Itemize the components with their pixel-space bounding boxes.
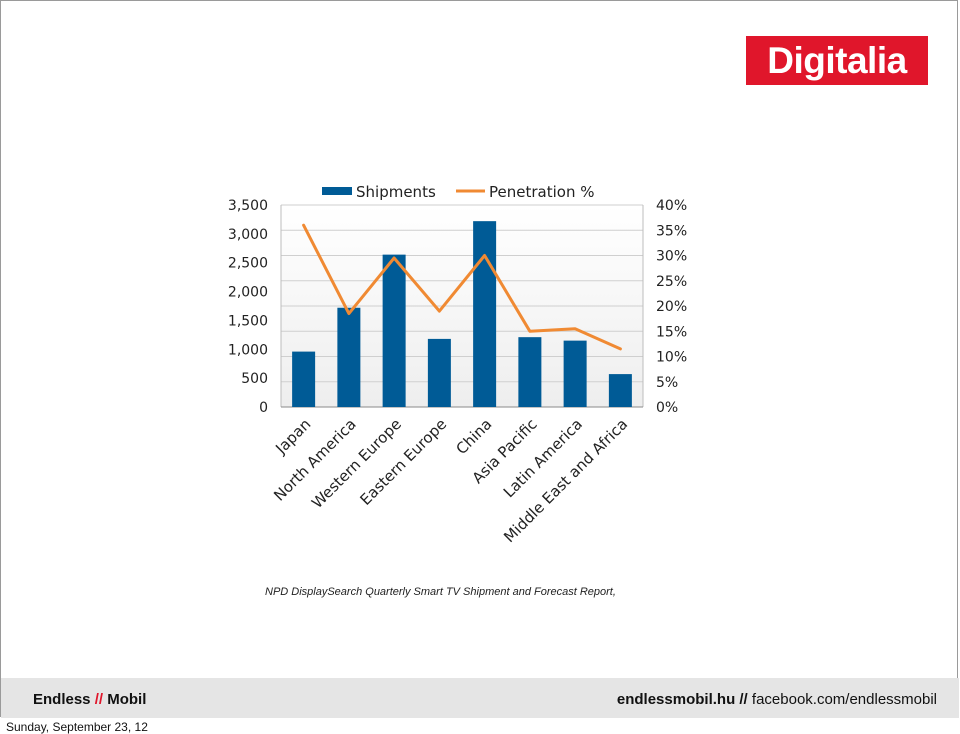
bar [337, 307, 361, 407]
footer-bar: Endless // Mobil endlessmobil.hu // face… [1, 678, 959, 718]
y-right-tick-label: 40% [656, 198, 687, 214]
y-left-tick-label: 2,500 [228, 256, 268, 272]
y-left-tick-label: 1,500 [228, 313, 268, 329]
y-left-tick-label: 1,000 [228, 342, 268, 358]
slide: Digitalia 0 500 1,000 1,500 2,000 2,500 3,000 3… [0, 0, 959, 718]
legend-swatch-shipments [322, 187, 352, 195]
bar [473, 221, 497, 407]
footer-brand: Endless // Mobil [33, 691, 146, 708]
y-left-tick-label: 500 [241, 371, 268, 387]
y-right-tick-label: 25% [656, 274, 687, 290]
y-left-tick-label: 2,000 [228, 285, 268, 301]
footer-brand-separator: // [94, 691, 104, 708]
bar [563, 340, 587, 407]
footer-brand-b: Mobil [107, 691, 147, 708]
y-left-tick-label: 3,000 [228, 227, 268, 243]
footer-website-link[interactable]: endlessmobil.hu // [616, 691, 748, 708]
bar [382, 254, 406, 407]
y-left-tick-label: 0 [259, 400, 268, 416]
bar [608, 374, 632, 407]
y-right-tick-label: 5% [656, 375, 678, 391]
y-right-tick-label: 10% [656, 350, 687, 366]
footer-links: endlessmobil.hu // facebook.com/endlessm… [617, 691, 937, 708]
y-right-tick-label: 20% [656, 299, 687, 315]
y-right-tick-label: 0% [656, 400, 678, 416]
y-left-tick-label: 3,500 [228, 198, 268, 214]
y-right-tick-label: 35% [656, 223, 687, 239]
bar [427, 338, 451, 407]
x-tick-label: Latin America [500, 415, 586, 501]
y-right-tick-label: 30% [656, 249, 687, 265]
legend-label-shipments: Shipments [356, 183, 436, 201]
x-tick-label: Japan [271, 415, 314, 458]
brand-logo: Digitalia [746, 36, 928, 85]
x-tick-label: China [452, 415, 495, 458]
bar [518, 337, 542, 407]
source-caption: NPD DisplaySearch Quarterly Smart TV Shi… [265, 586, 616, 598]
penetration-line [302, 223, 622, 351]
bar [292, 351, 316, 407]
date-stamp: Sunday, September 23, 12 [6, 720, 148, 734]
footer-brand-a: Endless [33, 691, 91, 708]
legend-label-penetration: Penetration % [489, 183, 594, 201]
chart: 0 500 1,000 1,500 2,000 2,500 3,000 3,500 0% 5% 10… [228, 183, 687, 546]
footer-facebook-link[interactable]: facebook.com/endlessmobil [747, 691, 937, 708]
y-right-tick-label: 15% [656, 324, 687, 340]
